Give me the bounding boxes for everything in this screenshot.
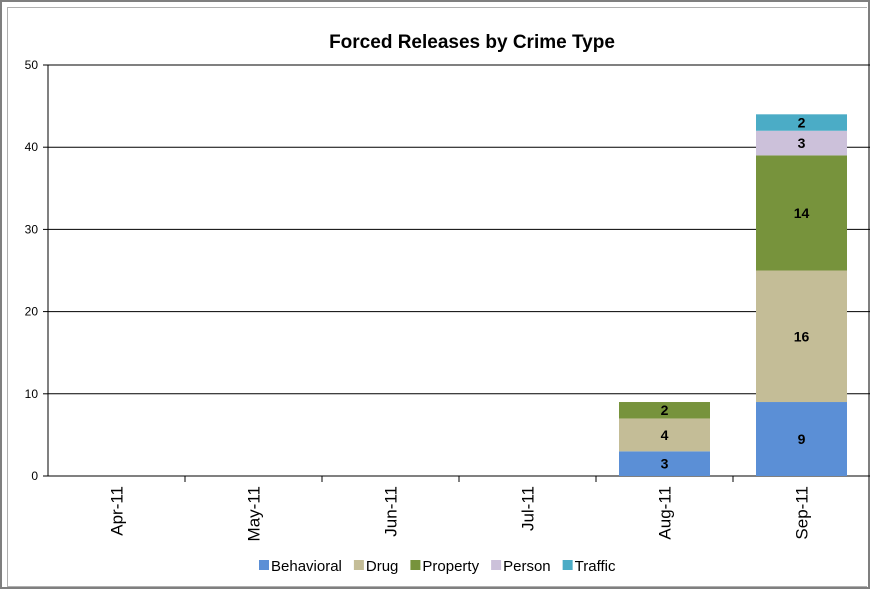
legend-swatch-person [491, 560, 502, 570]
bar-segment-drug [619, 418, 710, 452]
chart-inner-frame [7, 7, 867, 587]
data-label: 2 [661, 402, 669, 418]
data-label: 3 [798, 135, 806, 151]
legend-label-behavioral: Behavioral [271, 558, 342, 575]
x-tick-label: Jul-11 [519, 486, 538, 531]
legend-swatch-behavioral [259, 560, 269, 570]
y-tick-label: 50 [25, 58, 39, 72]
bar-segment-traffic [756, 114, 847, 131]
bar-segment-behavioral [756, 402, 847, 476]
x-tick-label: May-11 [245, 486, 264, 541]
data-label: 2 [798, 115, 806, 131]
legend-label-drug: Drug [366, 558, 399, 575]
data-label: 4 [661, 427, 669, 443]
x-tick-label: Aug-11 [656, 486, 675, 540]
legend: Behavioral Drug Property Person Traffic [259, 558, 616, 575]
bar-segment-property [619, 402, 710, 419]
data-label: 14 [794, 205, 810, 221]
data-label: 3 [661, 456, 669, 472]
x-tick-label: Jun-11 [382, 486, 401, 537]
legend-swatch-traffic [562, 560, 573, 570]
bar-segment-behavioral [619, 451, 710, 476]
legend-label-property: Property [422, 558, 479, 575]
bar-segment-property [756, 155, 847, 271]
x-tick-label: Sep-11 [793, 486, 812, 540]
y-tick-label: 10 [25, 387, 39, 401]
legend-label-person: Person [503, 558, 551, 575]
legend-swatch-property [410, 560, 421, 570]
y-tick-label: 20 [25, 305, 39, 319]
legend-label-traffic: Traffic [575, 558, 616, 575]
bar-segment-drug [756, 270, 847, 403]
chart-title: Forced Releases by Crime Type [329, 32, 615, 53]
bar-segment-person [756, 130, 847, 156]
data-label: 9 [798, 431, 806, 447]
plot-area: 0 10 20 30 40 50 Apr-11 May-11 Jun-11 Jul-11 Aug-1… [25, 58, 870, 541]
x-tick-label: Apr-11 [108, 486, 127, 536]
y-tick-label: 0 [31, 469, 38, 483]
y-tick-label: 30 [25, 222, 39, 236]
y-tick-label: 40 [25, 140, 39, 154]
legend-swatch-drug [353, 560, 364, 570]
data-label: 16 [794, 328, 810, 344]
